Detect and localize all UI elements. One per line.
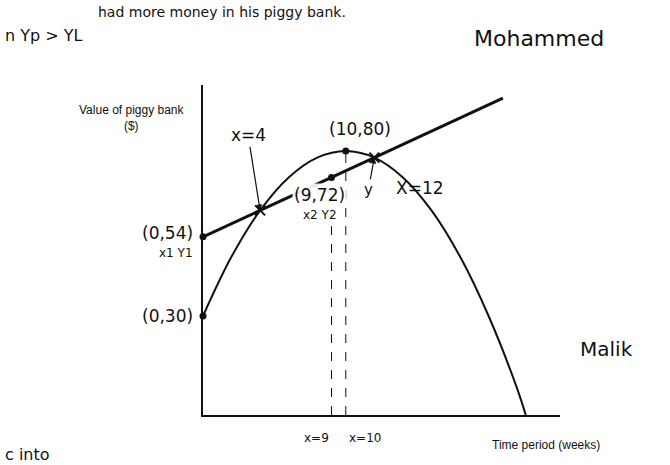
svg-text:Mohammed: Mohammed (474, 26, 604, 51)
svg-text:had more money in his piggy ba: had more money in his piggy bank. (98, 4, 346, 20)
svg-text:Value of piggy bank($): Value of piggy bank($) (79, 103, 185, 133)
svg-text:y: y (364, 181, 373, 199)
svg-text:n Yp > YL: n Yp > YL (5, 26, 83, 45)
svg-text:x=9: x=9 (304, 431, 329, 445)
svg-text:(0,54): (0,54) (142, 223, 193, 243)
svg-text:(10,80): (10,80) (329, 119, 391, 139)
svg-text:X=12: X=12 (396, 178, 444, 198)
svg-text:x=10: x=10 (349, 431, 381, 445)
svg-text:x1 Y1: x1 Y1 (159, 246, 193, 260)
svg-text:x2 Y2: x2 Y2 (303, 208, 337, 222)
svg-text:c into: c into (5, 445, 50, 464)
svg-text:Time period (weeks): Time period (weeks) (492, 438, 600, 452)
svg-text:(9,72): (9,72) (294, 185, 345, 205)
svg-text:Malik: Malik (580, 337, 633, 361)
svg-text:x=4: x=4 (231, 125, 266, 145)
svg-text:(0,30): (0,30) (142, 306, 193, 326)
